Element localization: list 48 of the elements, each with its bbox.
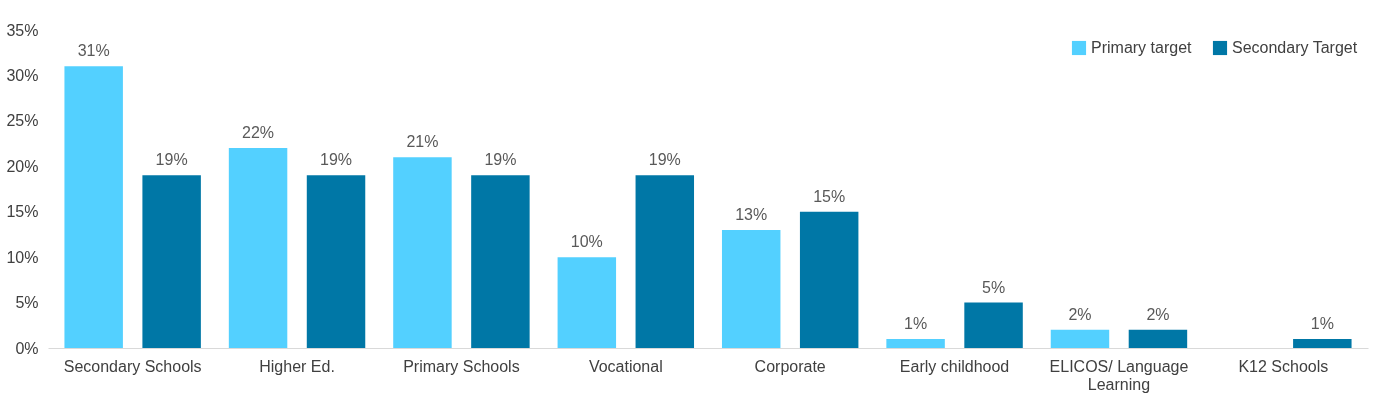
- bar: [228, 148, 288, 348]
- data-label: 2%: [1146, 305, 1170, 323]
- bar: [306, 175, 366, 348]
- data-label: 15%: [813, 187, 846, 205]
- y-tick-label: 10%: [6, 248, 39, 266]
- x-tick-label: K12 Schools: [1238, 357, 1329, 375]
- bar: [1128, 329, 1188, 348]
- data-label: 5%: [982, 278, 1006, 296]
- legend-label: Primary target: [1091, 39, 1193, 56]
- data-label: 10%: [570, 233, 603, 251]
- bar: [471, 175, 530, 348]
- bar: [64, 66, 123, 348]
- legend-label: Secondary Target: [1232, 39, 1358, 56]
- bar: [1050, 329, 1110, 348]
- data-label: 19%: [155, 151, 188, 169]
- data-label: 22%: [242, 124, 275, 142]
- data-label: 13%: [735, 205, 768, 223]
- data-label: 31%: [77, 42, 110, 60]
- x-tick-label: Higher Ed.: [259, 357, 335, 375]
- y-tick-label: 25%: [6, 112, 39, 130]
- bar: [393, 157, 452, 348]
- x-tick-label: Corporate: [754, 357, 826, 375]
- x-tick-label: Vocational: [588, 357, 663, 375]
- x-tick-label: Secondary Schools: [63, 357, 202, 375]
- y-tick-label: 15%: [6, 203, 39, 221]
- data-label: 2%: [1068, 305, 1092, 323]
- bar: [964, 302, 1023, 348]
- y-tick-label: 35%: [6, 21, 39, 39]
- bar: [142, 175, 201, 348]
- bar: [1293, 338, 1352, 348]
- data-label: 1%: [1310, 314, 1334, 332]
- y-tick-label: 0%: [15, 339, 39, 357]
- x-tick-label: Early childhood: [899, 357, 1010, 375]
- y-tick-label: 5%: [15, 294, 39, 312]
- bar: [799, 211, 859, 348]
- data-label: 19%: [320, 151, 353, 169]
- bar: [721, 229, 781, 348]
- data-label: 21%: [406, 133, 439, 151]
- data-label: 1%: [904, 314, 928, 332]
- y-tick-label: 30%: [6, 66, 39, 84]
- bar: [557, 257, 617, 348]
- bar: [635, 175, 695, 348]
- bar: [886, 338, 945, 348]
- data-label: 19%: [648, 151, 681, 169]
- data-label: 19%: [484, 151, 517, 169]
- x-tick-label: Primary Schools: [403, 357, 520, 375]
- y-tick-label: 20%: [6, 157, 39, 175]
- x-tick-label: ELICOS/ Language Learning: [1049, 357, 1189, 393]
